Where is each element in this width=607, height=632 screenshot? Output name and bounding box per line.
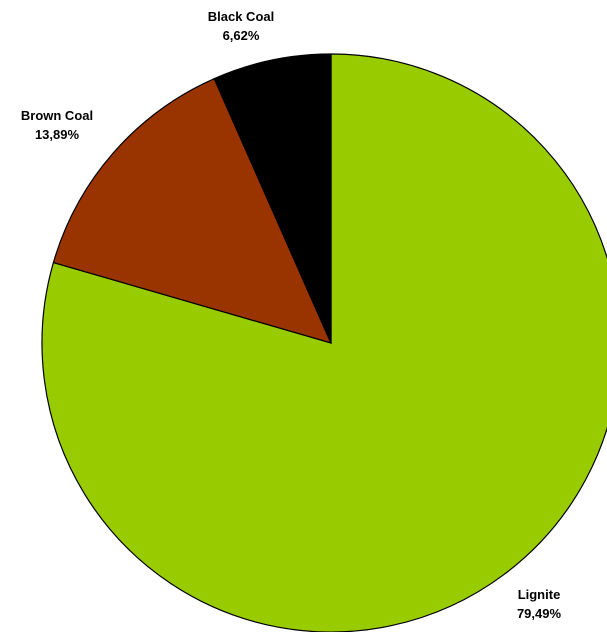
slice-label-brown-coal-name: Brown Coal bbox=[21, 108, 93, 123]
slice-label-brown-coal-value: 13,89% bbox=[35, 127, 80, 142]
slice-label-brown-coal: Brown Coal 13,89% bbox=[21, 108, 93, 142]
slice-label-black-coal: Black Coal 6,62% bbox=[208, 9, 274, 43]
slice-label-lignite-name: Lignite bbox=[518, 587, 561, 602]
pie-slice-lignite bbox=[41, 53, 607, 632]
slice-label-black-coal-value: 6,62% bbox=[223, 28, 260, 43]
pie-slice-brown-coal bbox=[52, 77, 333, 344]
slice-label-lignite: Lignite 79,49% bbox=[517, 587, 562, 621]
slice-label-black-coal-name: Black Coal bbox=[208, 9, 274, 24]
pie-slice-black-coal bbox=[213, 53, 332, 344]
pie-slices bbox=[41, 53, 607, 632]
slice-label-lignite-value: 79,49% bbox=[517, 606, 562, 621]
